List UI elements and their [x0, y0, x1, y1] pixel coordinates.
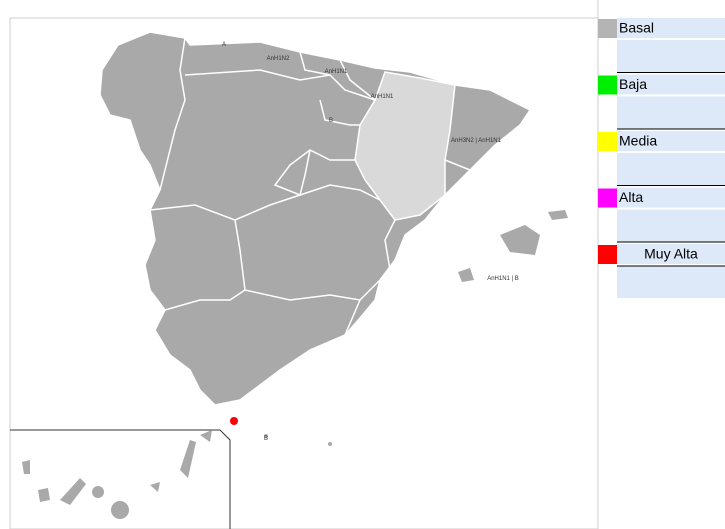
legend-band	[617, 153, 725, 185]
legend-label: Baja	[619, 76, 647, 92]
mallorca	[500, 225, 540, 255]
legend-band	[617, 74, 725, 95]
legend-band	[617, 266, 725, 298]
legend-band	[617, 244, 725, 264]
legend: Basal Baja Media Alta Muy Alta	[597, 0, 725, 529]
legend-swatch	[598, 75, 617, 95]
legend-band	[617, 40, 725, 72]
canarias-inset	[10, 429, 231, 529]
map-label: AnH1N2	[267, 56, 290, 62]
legend-label: Alta	[619, 189, 643, 205]
map: A AnH1N2 AnH1N1 AnH1N1 B AnH3N2 | AnH1N1…	[9, 17, 599, 529]
map-label: AnH3N2 | AnH1N1	[451, 138, 502, 144]
legend-swatch	[598, 188, 617, 208]
legend-label: Muy Alta	[644, 246, 698, 262]
legend-band	[617, 209, 725, 242]
ceuta	[230, 417, 238, 425]
legend-band	[617, 131, 725, 151]
region-borders	[149, 37, 471, 336]
canary-islands	[22, 430, 212, 519]
map-label: AnH1N1	[371, 94, 394, 100]
legend-label: Basal	[619, 20, 654, 36]
aragon	[354, 71, 456, 221]
legend-swatch	[598, 19, 617, 38]
legend-label: Media	[619, 133, 657, 149]
legend-band	[617, 18, 725, 38]
map-label: AnH1N1	[325, 69, 348, 75]
menorca	[548, 210, 568, 220]
map-label: AnH1N1 | B	[487, 276, 519, 282]
map-label: B	[329, 118, 333, 124]
islet	[328, 442, 332, 446]
legend-swatch	[598, 245, 617, 264]
legend-swatch	[598, 132, 617, 151]
legend-band	[617, 96, 725, 129]
melilla	[264, 434, 268, 438]
map-label: B	[264, 436, 268, 442]
legend-band	[617, 187, 725, 208]
ibiza	[458, 268, 474, 282]
map-label: A	[222, 42, 226, 48]
